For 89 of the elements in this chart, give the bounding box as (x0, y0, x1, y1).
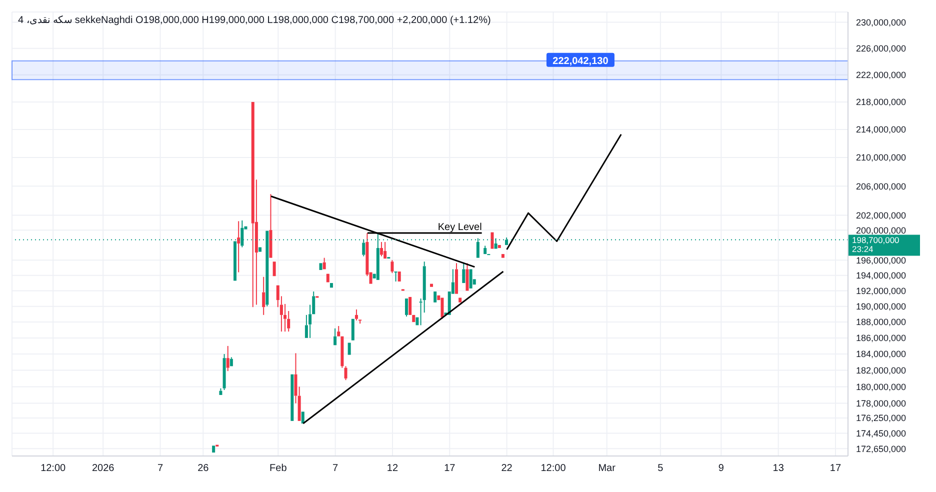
y-tick-label: 202,000,000 (856, 210, 906, 220)
candlestick (326, 274, 330, 282)
candlestick (394, 272, 398, 282)
y-tick-label: 218,000,000 (856, 97, 906, 108)
x-tick-label: 22 (501, 463, 513, 474)
y-tick-label: 174,450,000 (856, 428, 906, 438)
candlestick (319, 263, 322, 270)
candlestick (284, 303, 287, 332)
y-tick-label: 176,250,000 (856, 413, 906, 424)
candlestick (404, 298, 408, 318)
candlestick (219, 388, 222, 395)
y-tick-label: 186,000,000 (856, 333, 906, 344)
y-tick-label: 196,000,000 (856, 255, 906, 266)
candlestick (262, 276, 266, 316)
candlestick (287, 310, 290, 332)
candlestick (337, 326, 340, 336)
candlestick (490, 232, 494, 249)
y-tick-label: 222,000,000 (856, 70, 906, 80)
candlestick (416, 317, 419, 326)
chart-title: سکه نقدی، 4 sekkeNaghdi O198,000,000 H199,000,000 L198,000,000 C198,700,000 +2,200,000 (+1.12%) (18, 14, 491, 26)
candlestick (458, 298, 462, 302)
candlestick (212, 446, 216, 453)
candlestick (330, 283, 333, 288)
candlestick (230, 356, 233, 366)
ref-line-label: 198,700,000 23:24 (852, 234, 900, 254)
candlestick (469, 269, 472, 288)
candlestick (269, 194, 272, 258)
candlestick (301, 412, 304, 424)
candlestick (322, 257, 326, 270)
candlestick (412, 314, 416, 322)
x-tick-label: 12:00 (540, 463, 566, 474)
candlestick (348, 342, 351, 355)
candlestick (501, 254, 504, 258)
x-tick-label: 12 (386, 463, 398, 474)
candlestick (334, 328, 337, 346)
x-tick-label: 7 (157, 463, 164, 474)
candlestick (498, 245, 501, 248)
x-tick-label: Mar (598, 463, 616, 474)
candlestick (434, 292, 437, 302)
series-label: Key Level (438, 222, 482, 234)
band-label: 222,042,130 (552, 56, 609, 67)
x-tick-label: 17 (444, 463, 456, 474)
x-tick-label: 26 (198, 463, 210, 474)
y-tick-label: 190,000,000 (856, 302, 906, 312)
x-tick-label: 2026 (92, 463, 115, 474)
y-tick-label: 178,000,000 (856, 398, 906, 408)
candlestick (258, 247, 262, 252)
candlestick (430, 284, 433, 287)
x-tick-label: 7 (332, 463, 339, 474)
y-tick-label: 210,000,000 (856, 152, 906, 163)
candlestick (340, 336, 344, 368)
y-tick-label: 226,000,000 (856, 44, 906, 54)
candlestick (398, 272, 401, 282)
candlestick (351, 318, 354, 340)
y-tick-label: 230,000,000 (856, 18, 906, 28)
candlestick (290, 374, 294, 421)
candlestick (380, 242, 383, 257)
candlestick (390, 260, 394, 274)
x-tick-label: 13 (772, 463, 784, 474)
x-tick-label: 5 (658, 463, 664, 474)
candlestick (304, 314, 308, 338)
candlestick (294, 352, 298, 404)
candlestick (226, 345, 230, 372)
y-tick-label: 192,000,000 (856, 286, 906, 296)
y-tick-label: 188,000,000 (856, 317, 906, 328)
y-tick-label: 172,650,000 (856, 444, 906, 454)
y-tick-label: 206,000,000 (856, 181, 906, 192)
candlestick (358, 320, 362, 324)
x-tick-label: Feb (270, 463, 288, 474)
y-tick-label: 180,000,000 (856, 382, 906, 392)
x-tick-label: 9 (718, 463, 724, 474)
candlestick (237, 220, 240, 273)
candlestick (312, 291, 316, 314)
candlestick (455, 262, 458, 294)
y-tick-label: 200,000,000 (856, 225, 906, 236)
candlestick (272, 262, 276, 276)
candlestick (408, 296, 412, 315)
candlestick (251, 102, 254, 308)
y-tick-label: 214,000,000 (856, 124, 906, 135)
x-tick-label: 12:00 (40, 463, 66, 474)
candlestick (298, 386, 301, 421)
line-series (506, 134, 622, 250)
candlestick (384, 242, 387, 259)
y-tick-label: 184,000,000 (856, 349, 906, 360)
x-tick-label: 17 (830, 463, 842, 474)
y-tick-label: 182,000,000 (856, 365, 906, 376)
y-tick-label: 194,000,000 (856, 270, 906, 281)
candlestick (422, 261, 426, 314)
candlestick (354, 308, 358, 321)
